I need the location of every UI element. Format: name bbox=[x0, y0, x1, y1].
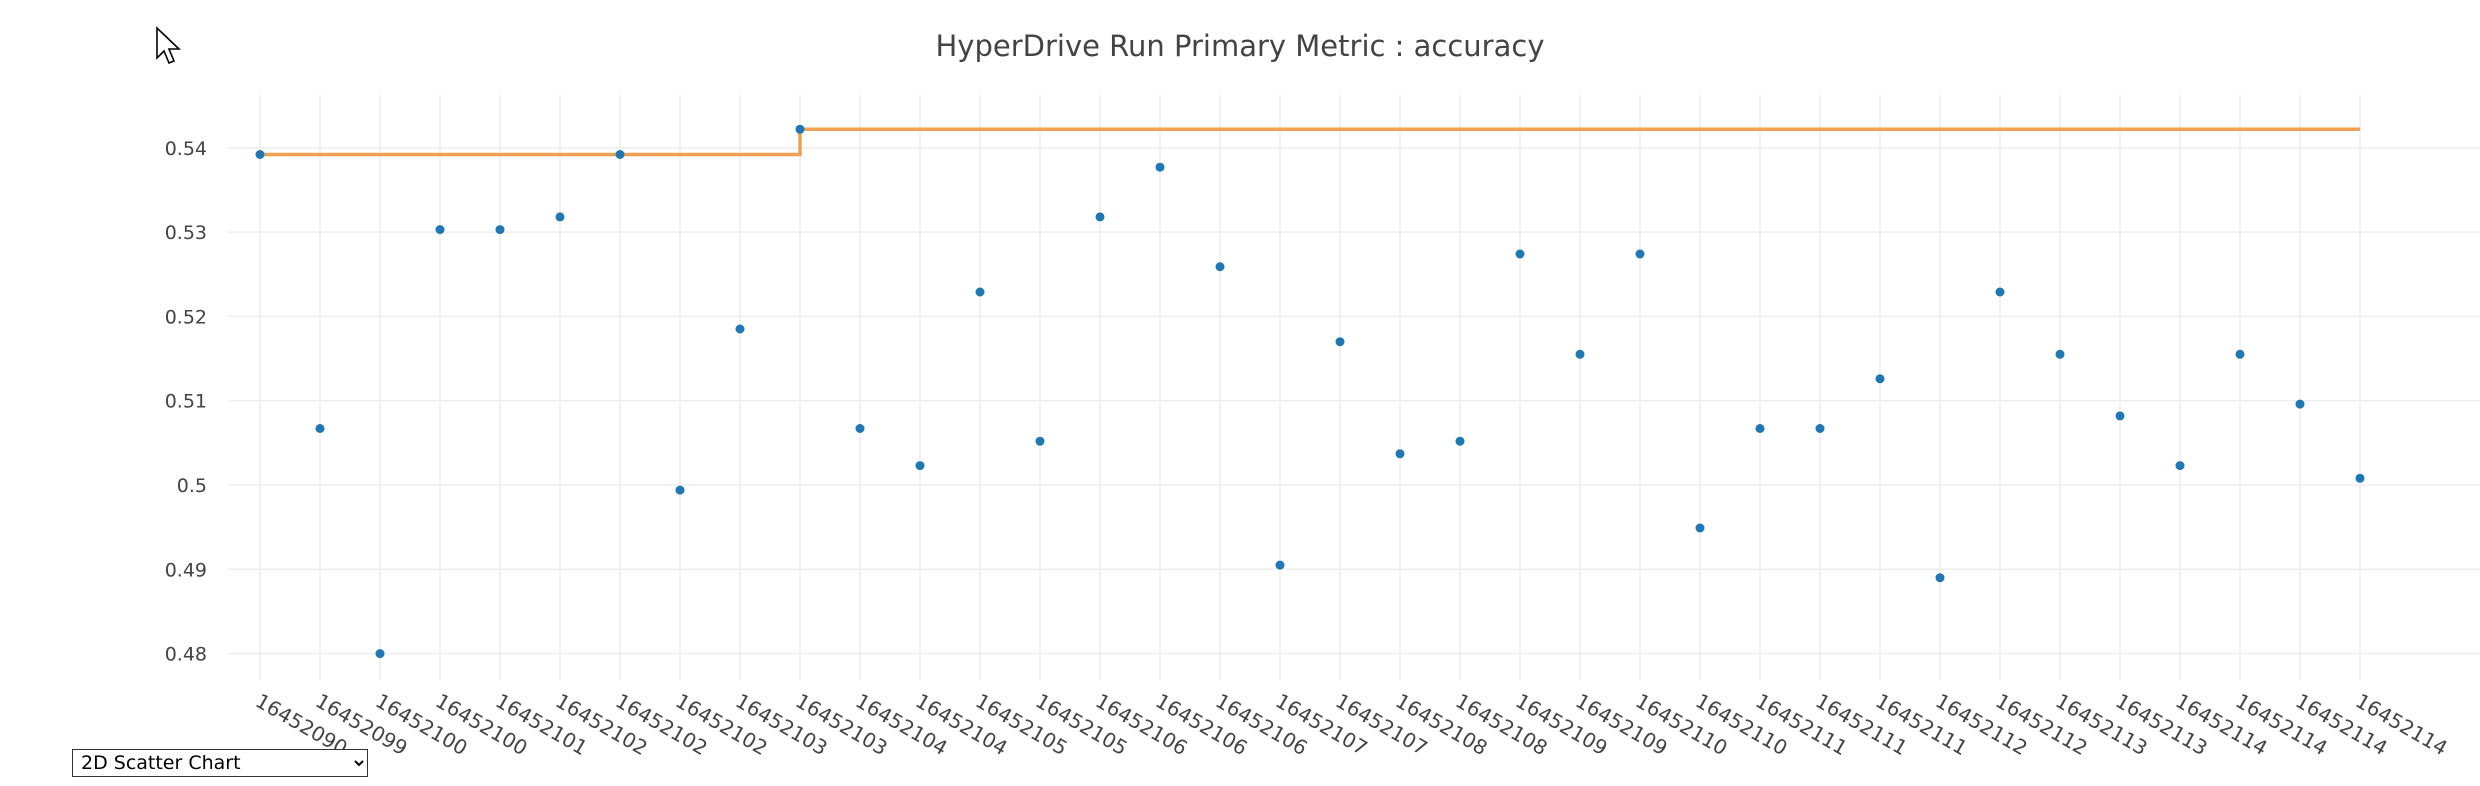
data-point[interactable] bbox=[1455, 436, 1465, 446]
vertical-gridlines bbox=[259, 95, 2361, 680]
data-point[interactable] bbox=[2355, 473, 2365, 483]
data-point[interactable] bbox=[855, 424, 865, 433]
data-point[interactable] bbox=[1035, 436, 1045, 446]
data-point[interactable] bbox=[2055, 349, 2065, 359]
y-tick-label: 0.54 bbox=[165, 138, 207, 160]
data-point[interactable] bbox=[1695, 523, 1705, 533]
data-point[interactable] bbox=[615, 150, 625, 159]
best-line-path bbox=[260, 127, 2360, 157]
data-point[interactable] bbox=[1215, 262, 1225, 272]
data-point[interactable] bbox=[2295, 399, 2305, 409]
y-tick-label: 0.5 bbox=[177, 475, 207, 497]
best-metric-line bbox=[260, 127, 2360, 157]
data-point[interactable] bbox=[1635, 249, 1645, 259]
chart-type-select[interactable]: 2D Scatter Chart bbox=[72, 749, 368, 777]
data-point[interactable] bbox=[555, 212, 565, 222]
data-point[interactable] bbox=[1095, 212, 1105, 222]
data-point[interactable] bbox=[975, 287, 985, 297]
data-point[interactable] bbox=[1875, 374, 1885, 384]
data-point[interactable] bbox=[375, 649, 385, 659]
data-point[interactable] bbox=[495, 225, 505, 235]
data-point[interactable] bbox=[315, 424, 325, 433]
data-point[interactable] bbox=[795, 124, 805, 134]
data-point[interactable] bbox=[1995, 287, 2005, 297]
x-axis-ticks: 1645209016452099164521001645210016452101… bbox=[252, 689, 2452, 761]
data-point[interactable] bbox=[2235, 349, 2245, 359]
data-point[interactable] bbox=[1395, 449, 1405, 459]
data-point[interactable] bbox=[1575, 349, 1585, 359]
chart-title: HyperDrive Run Primary Metric : accuracy bbox=[936, 29, 1545, 63]
data-point[interactable] bbox=[435, 225, 445, 235]
data-point[interactable] bbox=[1155, 162, 1165, 172]
y-tick-label: 0.49 bbox=[165, 559, 207, 581]
data-point[interactable] bbox=[1275, 560, 1285, 570]
y-axis-ticks: 0.48 0.49 0.5 0.51 0.52 0.53 0.54 bbox=[165, 138, 207, 666]
data-point[interactable] bbox=[1755, 424, 1765, 433]
y-tick-label: 0.48 bbox=[165, 644, 207, 666]
data-point[interactable] bbox=[255, 150, 265, 159]
data-point[interactable] bbox=[2175, 461, 2185, 471]
data-point[interactable] bbox=[2115, 411, 2125, 421]
y-tick-label: 0.52 bbox=[165, 306, 207, 328]
data-point[interactable] bbox=[1515, 249, 1525, 259]
data-point[interactable] bbox=[1935, 573, 1945, 583]
data-point[interactable] bbox=[915, 461, 925, 471]
mouse-cursor-icon bbox=[156, 26, 181, 65]
y-tick-label: 0.53 bbox=[165, 222, 207, 244]
horizontal-gridlines bbox=[228, 147, 2480, 655]
data-point[interactable] bbox=[1335, 337, 1345, 347]
data-point[interactable] bbox=[735, 324, 745, 334]
data-point[interactable] bbox=[1815, 424, 1825, 433]
y-tick-label: 0.51 bbox=[165, 391, 207, 413]
data-point[interactable] bbox=[675, 485, 685, 495]
data-points bbox=[255, 124, 2365, 659]
